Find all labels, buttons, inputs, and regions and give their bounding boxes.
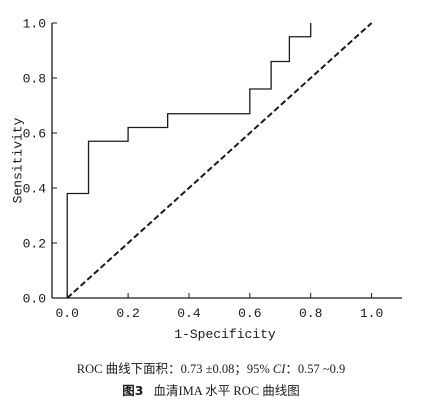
x-tick-label: 0.6 (238, 306, 261, 321)
figure-title: 血清IMA 水平 ROC 曲线图 (153, 384, 300, 398)
x-axis-title: 1-Specificity (174, 327, 276, 342)
x-tick-label: 0.2 (116, 306, 139, 321)
y-tick-label: 0.0 (23, 292, 46, 307)
figure-caption: 图3 血清IMA 水平 ROC 曲线图 (0, 380, 422, 399)
x-tick-label: 0.0 (56, 306, 79, 321)
y-axis-title: Sensitivity (10, 117, 25, 203)
series-group (66, 22, 373, 299)
y-tick-label: 0.6 (23, 127, 46, 142)
roc-chart: 0.0 0.2 0.4 0.6 0.8 1.0 0.0 0.2 0.4 0.6 0.8 1.0 1-S… (10, 17, 402, 342)
auc-suffix: ：0.57 ~0.9 (285, 362, 346, 376)
axes: 0.0 0.2 0.4 0.6 0.8 1.0 0.0 0.2 0.4 0.6 0.8 1.0 (23, 17, 402, 321)
figure-label: 图3 (122, 383, 144, 398)
ci-label: CI (272, 362, 286, 376)
x-tick-label: 0.8 (299, 306, 322, 321)
x-tick-label: 1.0 (360, 306, 383, 321)
y-tick-label: 0.8 (23, 72, 46, 87)
y-tick-label: 0.2 (23, 237, 46, 252)
roc-step-curve (66, 23, 312, 298)
auc-note: ROC 曲线下面积：0.73 ±0.08；95% CI：0.57 ~0.9 (0, 358, 422, 377)
x-tick-label: 0.4 (177, 306, 201, 321)
y-tick-label: 1.0 (23, 17, 46, 32)
reference-diagonal-line (66, 22, 373, 299)
y-tick-label: 0.4 (23, 182, 47, 197)
auc-prefix: ROC 曲线下面积：0.73 ±0.08；95% (76, 362, 273, 376)
